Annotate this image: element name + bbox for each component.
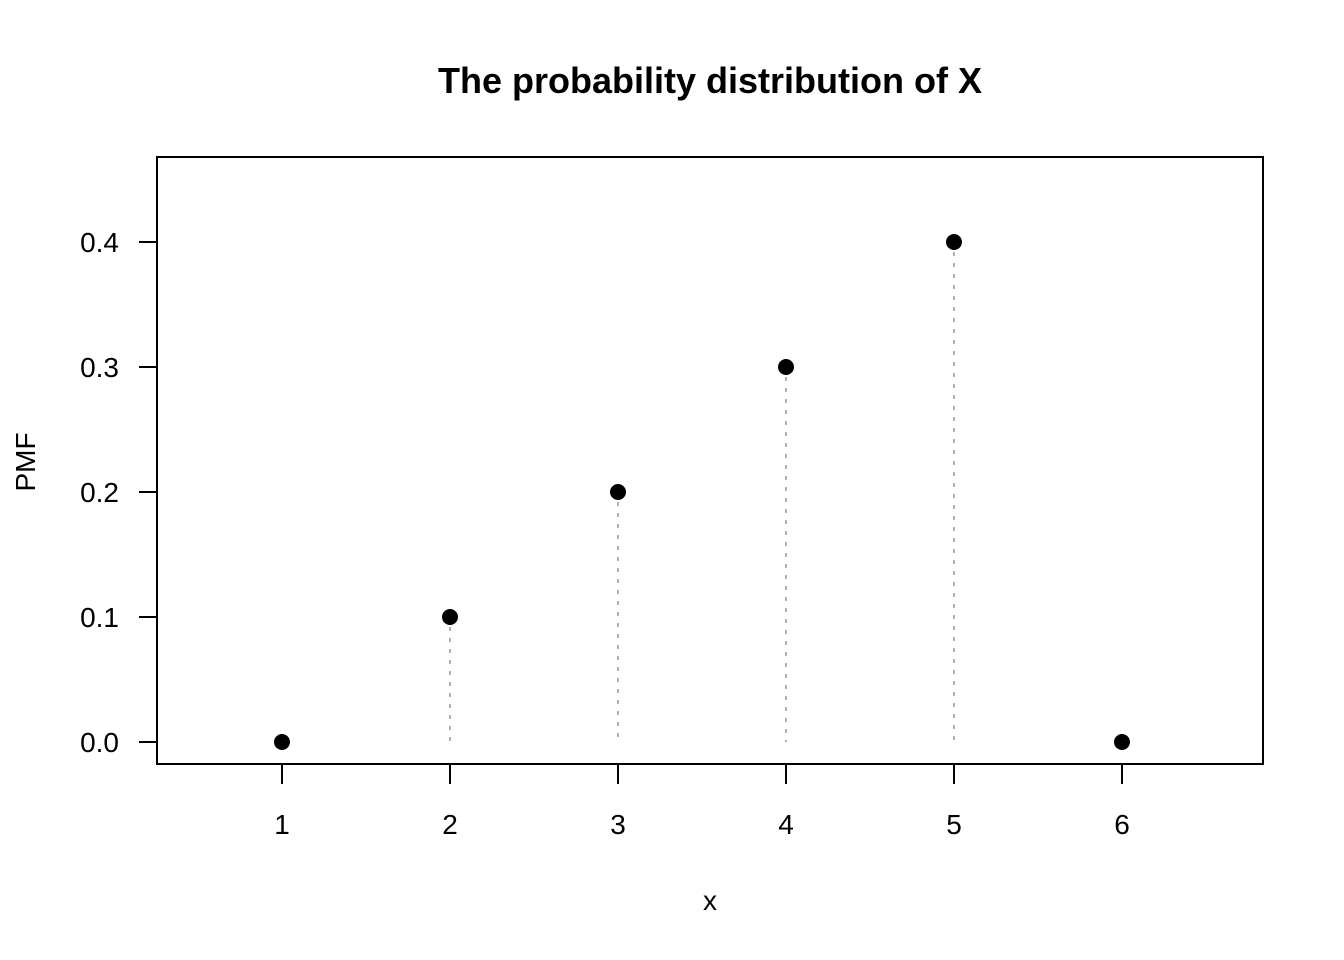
y-tick-label: 0.0 <box>80 727 119 758</box>
y-tick-label: 0.2 <box>80 477 119 508</box>
data-point <box>1114 734 1130 750</box>
y-axis-label: PMF <box>10 432 41 491</box>
x-tick-label: 2 <box>442 809 458 840</box>
x-tick-label: 5 <box>946 809 962 840</box>
chart-title: The probability distribution of X <box>438 60 982 101</box>
y-tick-label: 0.4 <box>80 227 119 258</box>
y-axis: 0.0 0.1 0.2 0.3 0.4 <box>80 227 157 758</box>
x-tick-label: 6 <box>1114 809 1130 840</box>
x-tick-label: 1 <box>274 809 290 840</box>
data-point <box>778 359 794 375</box>
data-point <box>274 734 290 750</box>
data-point <box>946 234 962 250</box>
x-tick-label: 3 <box>610 809 626 840</box>
plot-frame <box>156 156 1264 765</box>
y-tick-label: 0.3 <box>80 352 119 383</box>
x-tick-label: 4 <box>778 809 794 840</box>
x-axis: 1 2 3 4 5 6 <box>274 764 1130 840</box>
data-point <box>610 484 626 500</box>
x-axis-label: x <box>703 885 717 916</box>
stem-lines <box>449 252 955 742</box>
y-tick-label: 0.1 <box>80 602 119 633</box>
data-points <box>274 234 1130 750</box>
data-point <box>442 609 458 625</box>
